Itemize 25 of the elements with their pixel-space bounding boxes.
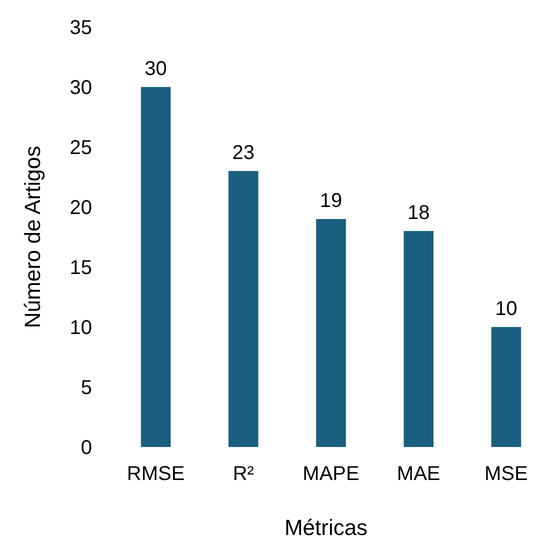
bar	[491, 327, 522, 447]
data-label: 19	[320, 190, 342, 212]
x-tick-label: RMSE	[126, 463, 185, 485]
x-tick-label: MAPE	[302, 463, 360, 485]
y-tick-label: 10	[70, 317, 92, 339]
data-label: 30	[144, 58, 167, 80]
x-tick-label: R²	[232, 463, 254, 485]
data-label: 10	[495, 298, 518, 320]
y-tick-label: 30	[70, 77, 92, 99]
y-tick-label: 5	[80, 377, 92, 399]
y-tick-label: 35	[70, 17, 92, 39]
bar	[228, 171, 258, 447]
y-tick-label: 20	[70, 197, 92, 219]
x-tick-label: MAE	[396, 463, 440, 485]
y-tick-label: 15	[70, 257, 92, 279]
data-label: 18	[407, 202, 430, 224]
y-tick-label: 25	[70, 137, 92, 159]
data-label: 23	[232, 142, 255, 164]
x-tick-label: MSE	[484, 463, 528, 485]
bar	[140, 87, 171, 447]
y-tick-label: 0	[80, 437, 92, 459]
y-axis-title: Número de Artigos	[20, 146, 45, 328]
bar	[404, 231, 434, 447]
x-axis-title: Métricas	[284, 515, 368, 540]
bar	[316, 219, 346, 447]
